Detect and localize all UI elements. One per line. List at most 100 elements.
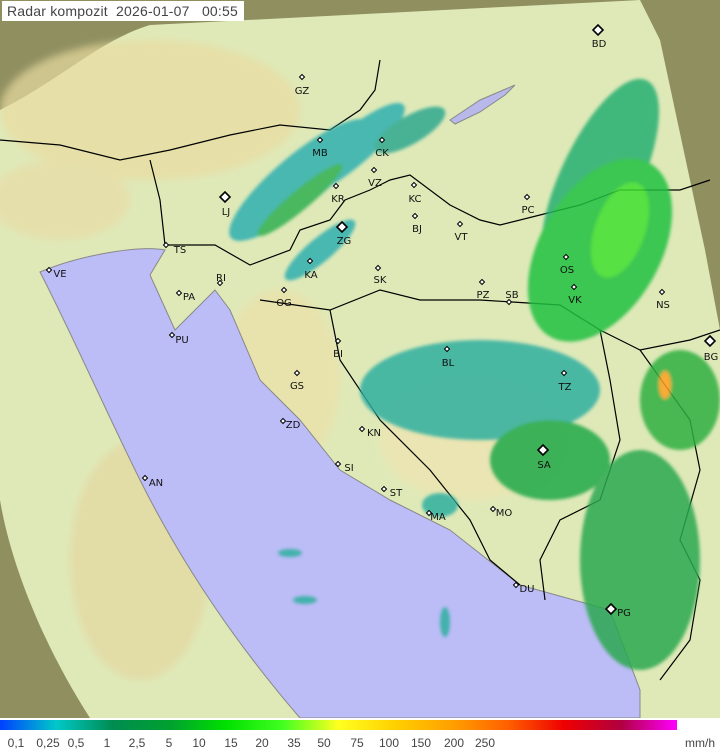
lake-balaton bbox=[449, 84, 516, 125]
city-label-ri: RI bbox=[216, 273, 226, 284]
city-label-an: AN bbox=[149, 478, 163, 489]
legend-tick-label: 15 bbox=[224, 736, 238, 750]
legend-tick-label: 250 bbox=[474, 736, 496, 750]
city-label-bd: BD bbox=[592, 39, 607, 50]
city-label-ka: KA bbox=[304, 270, 317, 281]
city-label-tz: TZ bbox=[558, 382, 572, 393]
city-marker-icon bbox=[380, 485, 388, 493]
echo-moderate bbox=[580, 450, 700, 670]
city-label-og: OG bbox=[276, 298, 292, 309]
legend-tick-label: 0,5 bbox=[67, 736, 85, 750]
city-label-zd: ZD bbox=[286, 420, 301, 431]
title-date: 2026-01-07 bbox=[116, 3, 190, 19]
city-label-gs: GS bbox=[290, 381, 304, 392]
legend-tick-label: 35 bbox=[287, 736, 301, 750]
title-time: 00:55 bbox=[201, 3, 238, 19]
city-label-gz: GZ bbox=[295, 86, 310, 97]
city-marker-icon bbox=[570, 283, 578, 291]
city-marker-icon bbox=[512, 581, 520, 589]
city-marker-icon bbox=[562, 253, 570, 261]
city-marker-icon bbox=[332, 182, 340, 190]
city-label-du: DU bbox=[519, 584, 534, 595]
radar-echoes bbox=[229, 78, 720, 670]
city-marker-icon bbox=[45, 266, 53, 274]
echo-light bbox=[422, 493, 458, 517]
city-label-kn: KN bbox=[367, 428, 381, 439]
city-marker-icon bbox=[560, 369, 568, 377]
city-marker-icon bbox=[293, 369, 301, 377]
city-markers: BD GZ MB CK VZ KR KC LJ PC BJ ZG VT TS KA SK VE RI OS PA OG… bbox=[45, 23, 718, 619]
legend-tick-label: 0,1 bbox=[7, 736, 25, 750]
city-marker-icon bbox=[443, 345, 451, 353]
capital-city-marker-icon bbox=[335, 220, 349, 234]
city-marker-icon bbox=[175, 289, 183, 297]
city-marker-icon bbox=[523, 193, 531, 201]
city-label-os: OS bbox=[560, 265, 574, 276]
capital-city-marker-icon bbox=[591, 23, 605, 37]
city-label-bj: BJ bbox=[412, 224, 422, 235]
city-label-ma: MA bbox=[430, 512, 446, 523]
city-label-pa: PA bbox=[183, 292, 195, 303]
echo-moderate bbox=[490, 420, 610, 500]
city-label-ck: CK bbox=[375, 148, 389, 159]
legend-tick-label: 0,25 bbox=[36, 736, 60, 750]
city-marker-icon bbox=[370, 166, 378, 174]
legend-tick-label: 1 bbox=[103, 736, 111, 750]
legend-color-scale bbox=[0, 720, 677, 730]
city-marker-icon bbox=[489, 505, 497, 513]
city-marker-icon bbox=[334, 460, 342, 468]
echo-light bbox=[293, 596, 317, 604]
echo-light bbox=[374, 106, 446, 154]
city-marker-icon bbox=[168, 331, 176, 339]
legend-labels: 0,1 0,25 0,5 1 2,5 5 10 15 20 35 50 75 100 150 200 250 m… bbox=[0, 734, 720, 751]
city-label-vk: VK bbox=[568, 295, 582, 306]
city-marker-icon bbox=[456, 220, 464, 228]
city-marker-icon bbox=[411, 212, 419, 220]
capital-city-marker-icon bbox=[536, 443, 550, 457]
city-marker-icon bbox=[658, 288, 666, 296]
city-label-bl: BL bbox=[442, 358, 455, 369]
city-marker-icon bbox=[425, 509, 433, 517]
city-label-zg: ZG bbox=[337, 236, 352, 247]
city-label-pc: PC bbox=[521, 205, 534, 216]
city-marker-icon bbox=[280, 286, 288, 294]
city-marker-icon bbox=[306, 257, 314, 265]
legend-tick-label: 10 bbox=[192, 736, 206, 750]
city-marker-icon bbox=[410, 181, 418, 189]
city-marker-icon bbox=[374, 264, 382, 272]
city-label-pu: PU bbox=[175, 335, 188, 346]
city-label-mb: MB bbox=[312, 148, 328, 159]
legend-tick-label: 75 bbox=[350, 736, 364, 750]
city-label-pz: PZ bbox=[477, 290, 490, 301]
city-label-ve: VE bbox=[53, 269, 66, 280]
city-label-sk: SK bbox=[374, 275, 387, 286]
city-marker-icon bbox=[279, 417, 287, 425]
city-label-ts: TS bbox=[173, 245, 186, 256]
legend-tick-label: 200 bbox=[443, 736, 465, 750]
echo-light bbox=[278, 549, 302, 557]
echo-heavy bbox=[590, 182, 650, 278]
echo-moderate bbox=[640, 350, 720, 450]
legend-tick-label: 2,5 bbox=[128, 736, 146, 750]
echo-intense bbox=[659, 371, 671, 399]
capital-city-marker-icon bbox=[604, 602, 618, 616]
map-title: Radar kompozit 2026-01-07 00:55 bbox=[2, 1, 244, 21]
capital-city-marker-icon bbox=[218, 190, 232, 204]
city-label-si: SI bbox=[344, 463, 353, 474]
city-marker-icon bbox=[141, 474, 149, 482]
city-label-kr: KR bbox=[331, 194, 345, 205]
city-marker-icon bbox=[162, 241, 170, 249]
adriatic-sea bbox=[39, 248, 641, 718]
legend-tick-label: 100 bbox=[378, 736, 400, 750]
legend-tick-label: 20 bbox=[255, 736, 269, 750]
city-label-st: ST bbox=[390, 488, 403, 499]
echo-light bbox=[360, 340, 600, 440]
city-marker-icon bbox=[505, 298, 513, 306]
echo-light bbox=[440, 607, 450, 637]
city-label-vz: VZ bbox=[368, 178, 382, 189]
radar-map[interactable]: BD GZ MB CK VZ KR KC LJ PC BJ ZG VT TS KA SK VE RI OS PA OG… bbox=[0, 0, 720, 718]
city-marker-icon bbox=[298, 73, 306, 81]
echo-moderate bbox=[257, 163, 343, 237]
legend-tick-label: 150 bbox=[410, 736, 432, 750]
city-marker-icon bbox=[334, 337, 342, 345]
